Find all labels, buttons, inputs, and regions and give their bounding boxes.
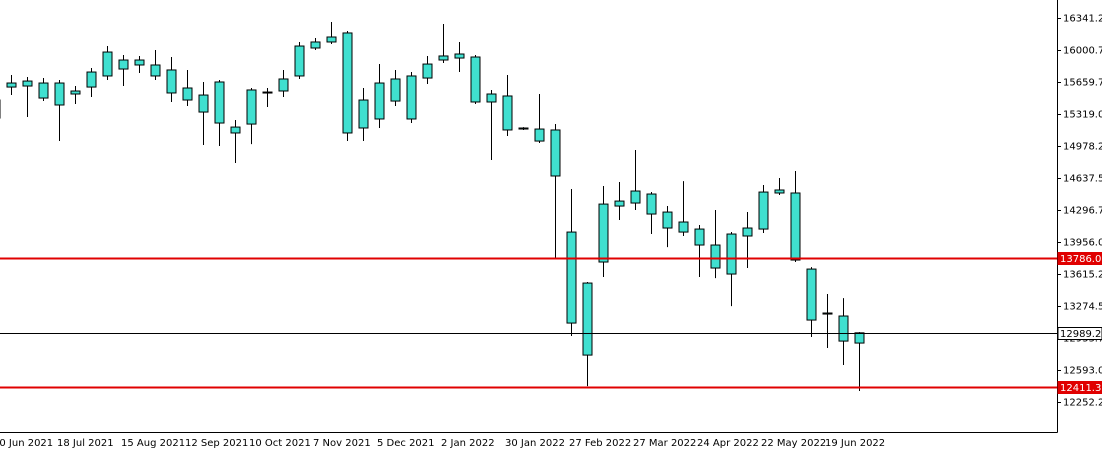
candle-body [566,231,577,324]
y-tick-label: 15319.00 [1063,110,1102,121]
candle-body [134,59,145,66]
candle-body [662,211,673,229]
price-level-box [1057,252,1102,265]
candle-body [854,332,865,344]
candle-body [278,78,289,92]
y-tick-label: 13274.50 [1063,302,1102,313]
x-tick-label: 19 Jun 2022 [825,438,885,449]
candle-body [262,91,273,94]
price-level-box [1057,381,1102,394]
candle-body [598,203,609,263]
candle-body [454,53,465,59]
candle-body [550,129,561,177]
candle-body [742,227,753,237]
x-tick-label: 10 Oct 2021 [249,438,311,449]
candle-body [310,41,321,49]
candle-body [102,51,113,77]
y-tick-label: 12593.00 [1063,366,1102,377]
candle-body [486,93,497,103]
candle-body [822,312,833,315]
candle-body [582,282,593,356]
candle-body [374,82,385,120]
candle-body [758,191,769,230]
x-tick-label: 18 Jul 2021 [57,438,114,449]
candle-body [694,228,705,246]
x-tick-label: 15 Aug 2021 [121,438,185,449]
x-tick-label: 20 Jun 2021 [0,438,53,449]
y-tick-label: 15659.75 [1063,78,1102,89]
candle-body [342,32,353,134]
candle-body [614,200,625,207]
y-tick-label: 16000.75 [1063,46,1102,57]
candle-body [294,45,305,77]
candle-body [630,190,641,204]
candle-body [150,64,161,77]
candle-body [774,189,785,194]
price-level-box [1057,327,1102,340]
candle-body [710,244,721,269]
candle-body [518,127,529,130]
candle-body [838,315,849,342]
candle-body [198,94,209,113]
candle-body [118,59,129,70]
x-tick-label: 5 Dec 2021 [377,438,435,449]
candle-body [6,82,17,88]
y-tick-label: 14637.50 [1063,174,1102,185]
x-tick-label: 30 Jan 2022 [505,438,565,449]
candle-body [390,78,401,102]
candle-body [326,36,337,43]
price-level-label: 12411.38 [1060,383,1102,394]
candle-body [38,82,49,99]
candle-body [502,95,513,131]
candle-body [22,80,33,87]
y-tick-label: 16341.25 [1063,14,1102,25]
candle-body [70,90,81,95]
x-tick-label: 2 Jan 2022 [441,438,495,449]
candle-body [230,126,241,134]
candle-body [246,89,257,125]
candle-body [678,221,689,233]
x-tick-label: 24 Apr 2022 [697,438,759,449]
x-tick-label: 7 Nov 2021 [313,438,371,449]
x-tick-label: 22 May 2022 [761,438,826,449]
candle-body [422,63,433,79]
candle-body [534,128,545,142]
candle-body [182,87,193,101]
price-level-label: 12989.25 [1060,329,1102,340]
x-tick-label: 27 Mar 2022 [633,438,696,449]
candle-body [646,193,657,215]
candle-body [358,99,369,129]
price-level-label: 13786.00 [1060,254,1102,265]
y-tick-label: 13615.25 [1063,270,1102,281]
y-tick-label: 13956.00 [1063,238,1102,249]
candle-body [806,268,817,321]
candle-body [54,82,65,106]
y-tick-label: 14978.25 [1063,142,1102,153]
candle-body [86,71,97,88]
x-tick-label: 12 Sep 2021 [185,438,248,449]
candle-body [214,81,225,124]
x-tick-label: 27 Feb 2022 [569,438,631,449]
candle-body [166,69,177,94]
candle-body [438,55,449,61]
y-tick-label: 14296.75 [1063,206,1102,217]
y-tick-label: 12252.25 [1063,398,1102,409]
candle-body [790,192,801,261]
candle-body [406,75,417,120]
candle-body [470,56,481,103]
candle-body [726,233,737,275]
